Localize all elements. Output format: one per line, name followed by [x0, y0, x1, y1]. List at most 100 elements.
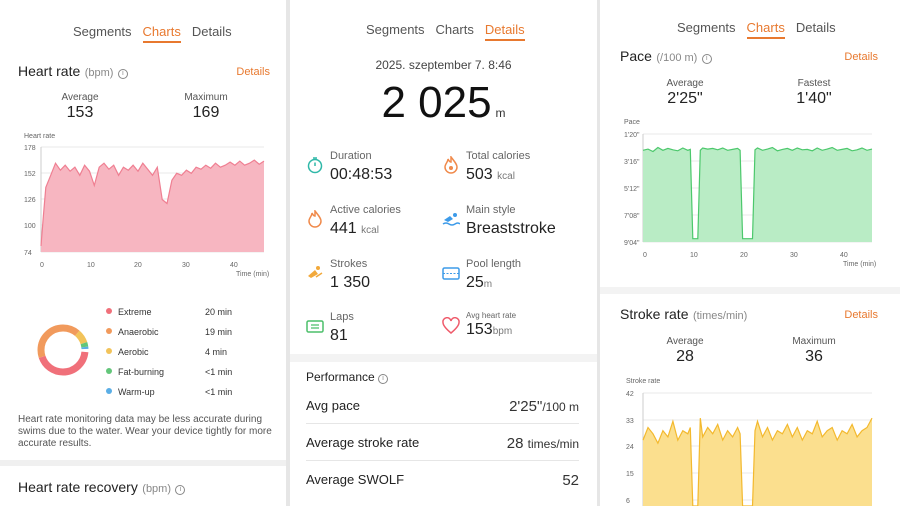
- max-value: 169: [192, 104, 220, 121]
- stroke-title: Stroke rate: [620, 306, 689, 322]
- pace-area: [643, 147, 872, 242]
- workout-datetime: 2025. szeptember 7. 8:46: [375, 58, 512, 72]
- row-divider: [306, 423, 579, 424]
- zone-dot: [106, 388, 112, 394]
- pace-chart: Pace 1'20" 3'16" 5'12" 7'08" 9'04" 0 10 …: [624, 119, 876, 268]
- perf-row-pace: Avg pace 2'25"/100 m: [306, 398, 579, 415]
- info-icon[interactable]: i: [117, 69, 128, 79]
- y-tick: 15: [626, 471, 634, 478]
- y-tick: 178: [24, 145, 36, 152]
- distance-value: 2 025: [381, 78, 492, 127]
- metric-label: Duration: [330, 150, 372, 162]
- metric-value: 153bpm: [466, 321, 513, 338]
- pool-icon: [442, 267, 460, 280]
- y-tick: 5'12": [624, 186, 640, 193]
- info-icon[interactable]: i: [378, 374, 389, 384]
- stroke-max-label: Maximum: [792, 336, 836, 347]
- distance-unit: m: [495, 106, 506, 120]
- zone-time: 19 min: [205, 327, 233, 337]
- y-tick: 7'08": [624, 213, 640, 220]
- heart-rate-panel: Segments Charts Details Heart rate (bpm)…: [0, 0, 286, 506]
- avg-label: Average: [61, 92, 99, 103]
- perf-value: 52: [562, 472, 579, 489]
- accuracy-note: Heart rate monitoring data may be less a…: [18, 414, 272, 449]
- section-divider: [0, 460, 286, 466]
- recovery-unit: (bpm): [142, 483, 172, 495]
- metric-label: Strokes: [330, 258, 368, 270]
- tab-bar: Segments Charts Details: [73, 24, 232, 43]
- perf-label: Avg pace: [306, 398, 360, 413]
- heart-rate-header: Heart rate (bpm) i: [18, 63, 128, 81]
- stroke-max-value: 36: [805, 348, 823, 365]
- y-tick: 42: [626, 391, 634, 398]
- details-panel: Segments Charts Details 2025. szeptember…: [290, 0, 597, 506]
- perf-value: 28 times/min: [506, 435, 579, 452]
- heart-rate-area: [41, 160, 264, 252]
- heart-rate-title: Heart rate: [18, 63, 81, 79]
- chart-xlabel: Time (min): [236, 271, 269, 278]
- zone-donut-chart: [37, 324, 89, 376]
- pace-header: Pace (/100 m) i: [620, 48, 712, 66]
- metric-label: Main style: [466, 204, 516, 216]
- pace-fastest-label: Fastest: [797, 78, 831, 89]
- perf-row-swolf: Average SWOLF 52: [306, 472, 579, 489]
- zone-name: Anaerobic: [118, 327, 159, 337]
- recovery-header[interactable]: Heart rate recovery (bpm) i: [18, 479, 186, 497]
- pace-title: Pace: [620, 48, 652, 64]
- tab-bar: Segments Charts Details: [366, 22, 525, 41]
- max-label: Maximum: [184, 92, 228, 103]
- pace-details-link[interactable]: Details: [844, 51, 878, 63]
- zone-dot: [106, 368, 112, 374]
- info-icon[interactable]: i: [175, 485, 186, 495]
- zone-name: Extreme: [118, 307, 152, 317]
- performance-card: Performance i Avg pace 2'25"/100 m Avera…: [290, 362, 597, 506]
- pace-card: Segments Charts Details Pace (/100 m) i …: [600, 0, 900, 287]
- heart-rate-line: [40, 159, 265, 246]
- tab-segments[interactable]: Segments: [366, 22, 425, 37]
- chart-xlabel: Time (min): [843, 261, 876, 268]
- x-tick: 20: [740, 252, 748, 259]
- performance-header: Performance i: [306, 370, 389, 384]
- heart-rate-chart: Heart rate 178 152 126 100 74 0 10 20 30…: [24, 133, 269, 278]
- y-tick: 6: [626, 498, 630, 505]
- tab-charts[interactable]: Charts: [435, 22, 474, 37]
- tab-details[interactable]: Details: [191, 24, 232, 39]
- zone-dot: [106, 348, 112, 354]
- perf-row-stroke-rate: Average stroke rate 28 times/min: [306, 435, 579, 452]
- tab-segments[interactable]: Segments: [73, 24, 132, 39]
- metric-value: 81: [330, 327, 348, 344]
- metric-value: 441 kcal: [330, 220, 379, 237]
- info-icon[interactable]: i: [701, 54, 712, 64]
- perf-label: Average SWOLF: [306, 472, 405, 487]
- distance-block: 2 025 m: [290, 78, 597, 128]
- zone-time: <1 min: [205, 387, 233, 397]
- recovery-title: Heart rate recovery: [18, 479, 138, 495]
- swimmer-icon: [442, 213, 460, 226]
- zone-name: Aerobic: [118, 347, 149, 357]
- tab-details[interactable]: Details: [484, 22, 525, 41]
- zone-name: Warm-up: [118, 387, 155, 397]
- metric-value: 25m: [466, 274, 493, 291]
- tab-charts[interactable]: Charts: [746, 20, 785, 39]
- pace-unit: (/100 m): [656, 52, 698, 64]
- tab-bar: Segments Charts Details: [677, 20, 836, 39]
- x-tick: 40: [230, 262, 238, 269]
- flame-icon: [444, 156, 458, 174]
- stroke-icon: [308, 266, 323, 278]
- row-divider: [306, 460, 579, 461]
- pace-fastest-value: 1'40": [796, 90, 832, 107]
- tab-segments[interactable]: Segments: [677, 20, 736, 35]
- stroke-details-link[interactable]: Details: [844, 309, 878, 321]
- tab-details[interactable]: Details: [795, 20, 836, 35]
- x-tick: 0: [40, 262, 44, 269]
- pace-line: [642, 146, 873, 240]
- laps-icon: [306, 320, 324, 333]
- zone-name: Fat-burning: [118, 367, 165, 377]
- y-tick: 24: [626, 444, 634, 451]
- zone-time: <1 min: [205, 367, 233, 377]
- zone-row: Aerobic 4 min: [106, 347, 236, 367]
- tab-charts[interactable]: Charts: [142, 24, 181, 43]
- heart-rate-details-link[interactable]: Details: [236, 66, 270, 78]
- zone-row: Warm-up <1 min: [106, 387, 236, 407]
- metric-value: 00:48:53: [330, 166, 393, 183]
